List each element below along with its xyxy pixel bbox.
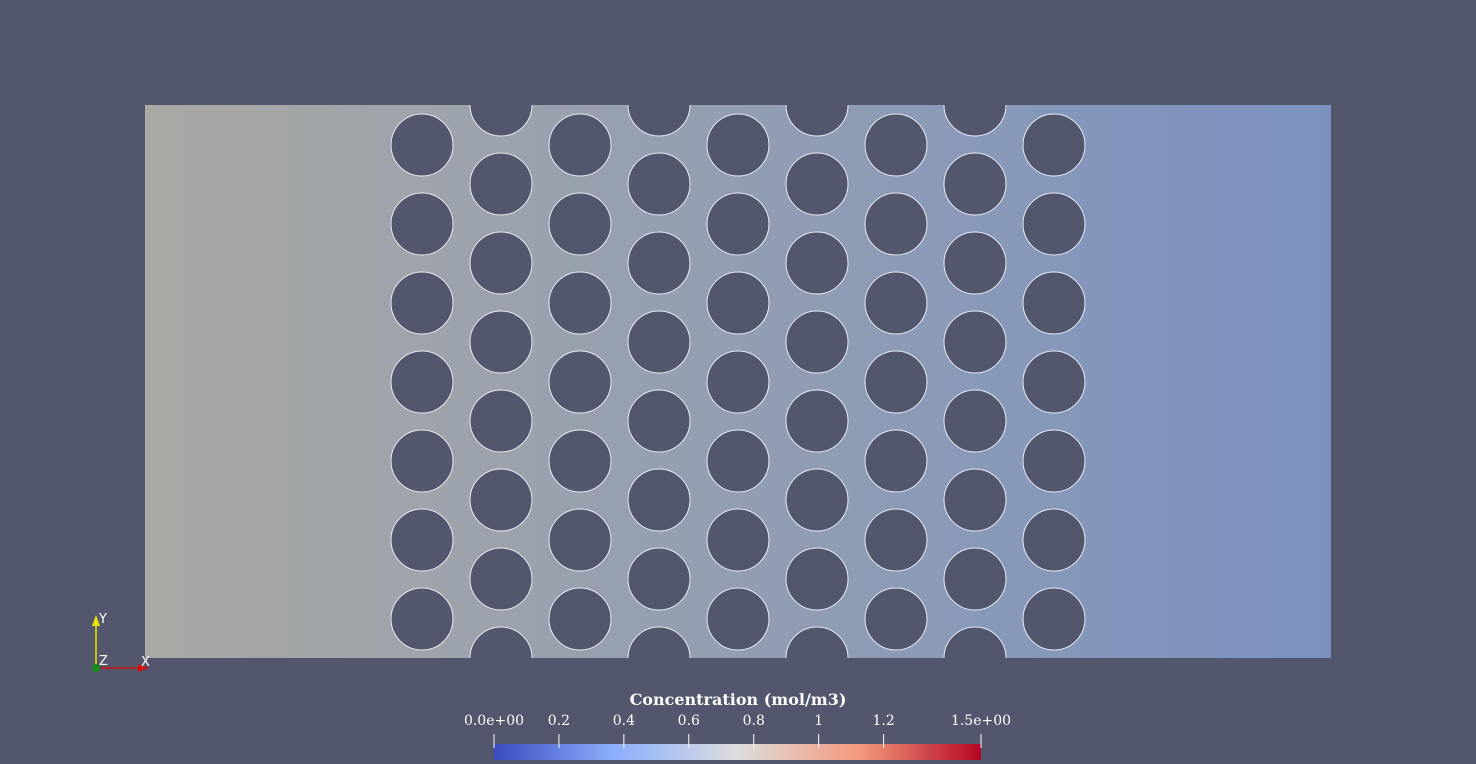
obstacle-pillar [469,389,533,453]
colorbar-ticks [493,734,982,748]
obstacle-pillar [1022,192,1086,256]
obstacle-pillar [627,547,691,611]
obstacle-pillar [1022,587,1086,651]
colorbar-tick-label: 0.2 [547,713,571,729]
obstacle-pillar [548,587,612,651]
obstacle-pillar [627,389,691,453]
obstacle-pillar [785,468,849,532]
obstacle-pillar [864,192,928,256]
domain-edge-mask [140,60,1340,105]
obstacle-pillar [469,231,533,295]
obstacle-pillar [785,547,849,611]
obstacle-pillar [864,271,928,335]
obstacle-pillar [864,113,928,177]
obstacle-pillar [943,468,1007,532]
obstacle-pillar [1022,271,1086,335]
obstacle-pillar [706,192,770,256]
orientation-axes [92,615,149,672]
obstacle-pillar [943,389,1007,453]
axis-x-label: X [141,655,150,670]
obstacle-pillar [706,587,770,651]
obstacle-pillar [1022,429,1086,493]
obstacle-pillar [706,429,770,493]
colorbar-tick-label: 0.6 [677,713,700,729]
axis-z-label: Z [99,654,108,669]
obstacle-pillar [943,310,1007,374]
colorbar-tick-label: 0.4 [612,713,635,729]
colorbar-tick-label: 0.0e+00 [463,713,525,729]
obstacle-pillar [943,152,1007,216]
obstacle-pillar [390,508,454,572]
obstacle-pillar [627,152,691,216]
obstacle-pillar [548,271,612,335]
colorbar-tick-label: 1 [814,713,824,729]
obstacle-pillar [706,350,770,414]
obstacle-pillar [1022,113,1086,177]
obstacle-pillar [706,271,770,335]
obstacle-pillar [627,468,691,532]
obstacle-pillar [1022,350,1086,414]
obstacle-pillar [706,113,770,177]
obstacle-pillar [1022,508,1086,572]
obstacle-pillar [469,547,533,611]
obstacle-pillar [785,152,849,216]
obstacle-pillar [864,429,928,493]
obstacle-pillar [864,350,928,414]
obstacle-pillar [390,113,454,177]
obstacle-pillar [627,310,691,374]
obstacle-pillar [548,429,612,493]
obstacle-pillar [390,192,454,256]
obstacle-pillar [548,350,612,414]
obstacle-pillar [469,310,533,374]
colorbar-gradient [494,744,981,760]
obstacle-pillar [785,231,849,295]
obstacle-pillar [785,389,849,453]
obstacle-pillar [390,587,454,651]
obstacle-pillar [390,429,454,493]
obstacle-pillar [706,508,770,572]
obstacle-pillar [548,192,612,256]
colorbar-tick-label: 0.8 [742,713,765,729]
colorbar-tick-label: 1.5e+00 [950,713,1012,729]
obstacle-array [140,60,1340,703]
obstacle-pillar [864,587,928,651]
obstacle-pillar [864,508,928,572]
obstacle-pillar [469,152,533,216]
axis-y-label: Y [99,612,107,627]
colorbar-title: Concentration (mol/m3) [629,690,847,709]
obstacle-pillar [390,350,454,414]
obstacle-pillar [785,310,849,374]
obstacle-pillar [469,468,533,532]
obstacle-pillar [627,231,691,295]
colorbar-tick-label: 1.2 [872,713,895,729]
obstacle-pillar [943,231,1007,295]
obstacle-pillar [548,113,612,177]
obstacle-pillar [943,547,1007,611]
obstacle-pillar [390,271,454,335]
domain-edge-mask [140,658,1340,703]
obstacle-pillar [548,508,612,572]
